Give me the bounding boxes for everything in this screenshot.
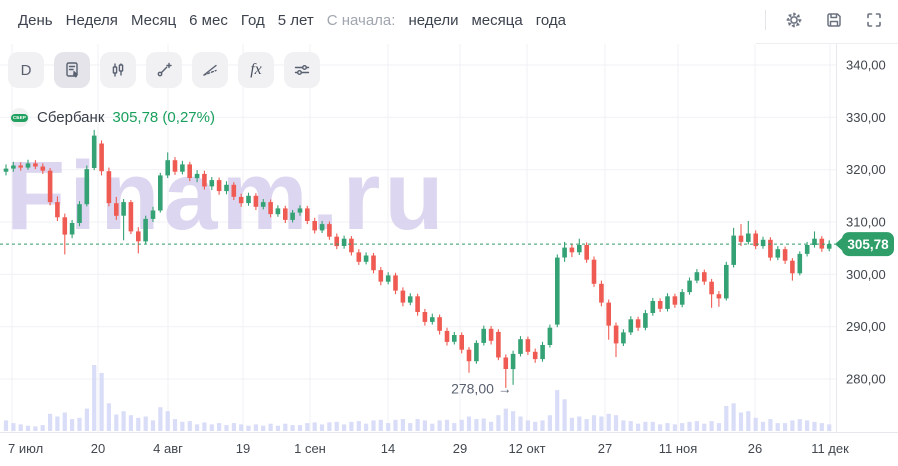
gear-icon <box>786 12 802 28</box>
low-annotation: 278,00 → <box>451 381 512 397</box>
svg-text:19: 19 <box>236 441 250 456</box>
svg-text:1 сен: 1 сен <box>294 441 326 456</box>
svg-text:26: 26 <box>748 441 762 456</box>
drawing-toolbar: D <box>8 52 320 88</box>
price-axis[interactable]: 340,00 330,00 320,00 310,00 300,00 290,00 280,… <box>846 58 886 387</box>
current-price-badge: 305,78 <box>835 232 894 257</box>
candles-layer <box>3 129 832 388</box>
instrument-legend[interactable]: СБЕР Сбербанк 305,78 (0,27%) <box>10 108 215 127</box>
trend-line-tool-button[interactable] <box>146 52 182 88</box>
svg-text:305,78: 305,78 <box>847 237 889 252</box>
fx-icon: fx <box>250 61 262 78</box>
range-week[interactable]: Неделя <box>65 11 118 29</box>
svg-text:12 окт: 12 окт <box>508 441 545 456</box>
notes-cursor-icon <box>66 62 79 78</box>
fullscreen-icon <box>867 13 881 27</box>
objects-panel-button[interactable] <box>54 52 90 88</box>
timeframe-bar: День Неделя Месяц 6 мес Год 5 лет С нача… <box>0 0 898 40</box>
range-day[interactable]: День <box>18 11 53 29</box>
svg-text:340,00: 340,00 <box>846 58 886 73</box>
settings-button[interactable] <box>780 6 808 34</box>
svg-text:20: 20 <box>91 441 105 456</box>
sber-logo-icon: СБЕР <box>10 108 29 127</box>
time-axis[interactable]: 7 июл 20 4 авг 19 1 сен 14 29 12 окт 27 11 ноя 26 1… <box>8 441 849 456</box>
since-week[interactable]: недели <box>408 11 459 29</box>
volume-bars <box>3 365 832 431</box>
since-year[interactable]: года <box>535 11 566 29</box>
svg-text:27: 27 <box>598 441 612 456</box>
svg-text:11 ноя: 11 ноя <box>659 441 698 456</box>
indicators-button[interactable]: fx <box>238 52 274 88</box>
axis-separators <box>0 43 898 433</box>
svg-text:310,00: 310,00 <box>846 215 886 230</box>
svg-text:290,00: 290,00 <box>846 319 886 334</box>
svg-text:14: 14 <box>381 441 395 456</box>
chart-settings-button[interactable] <box>284 52 320 88</box>
topbar-divider <box>765 10 766 30</box>
range-month[interactable]: Месяц <box>130 11 177 29</box>
watermark: Finam.ru <box>6 141 448 250</box>
fullscreen-button[interactable] <box>860 6 888 34</box>
svg-text:4 авг: 4 авг <box>153 441 183 456</box>
since-month[interactable]: месяца <box>471 11 523 29</box>
save-floppy-icon <box>827 13 841 27</box>
svg-text:11 дек: 11 дек <box>811 441 849 456</box>
instrument-name: Сбербанк <box>37 109 105 126</box>
sliders-icon <box>294 64 310 75</box>
candlestick-icon <box>112 63 124 77</box>
svg-text:280,00: 280,00 <box>846 372 886 387</box>
svg-text:7 июл: 7 июл <box>8 441 43 456</box>
angle-line-icon <box>203 64 217 76</box>
range-year[interactable]: Год <box>240 11 265 29</box>
svg-text:320,00: 320,00 <box>846 162 886 177</box>
interval-label: D <box>20 61 32 79</box>
range-5y[interactable]: 5 лет <box>277 11 314 29</box>
since-label: С начала: <box>326 11 396 29</box>
interval-button[interactable]: D <box>8 52 44 88</box>
svg-text:29: 29 <box>453 441 467 456</box>
candle-style-button[interactable] <box>100 52 136 88</box>
range-6m[interactable]: 6 мес <box>189 11 228 29</box>
trend-line-add-icon <box>157 62 172 77</box>
angle-line-tool-button[interactable] <box>192 52 228 88</box>
svg-text:330,00: 330,00 <box>846 110 886 125</box>
instrument-quote: 305,78 (0,27%) <box>112 109 215 126</box>
save-button[interactable] <box>820 6 848 34</box>
svg-text:300,00: 300,00 <box>846 267 886 282</box>
